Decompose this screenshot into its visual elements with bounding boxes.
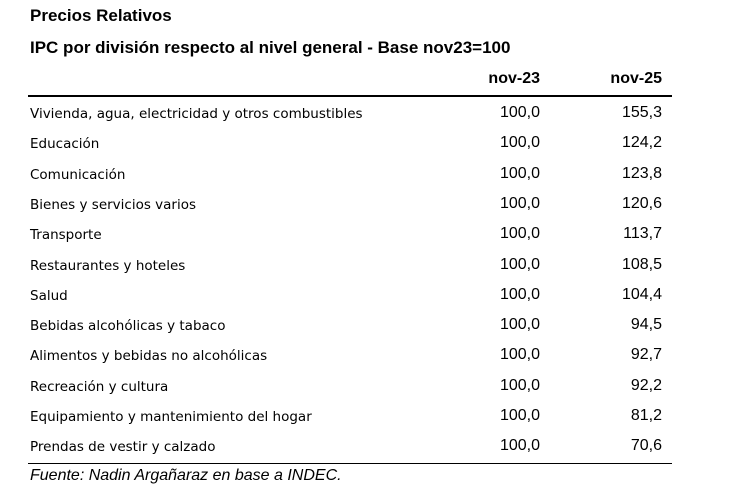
cell-value: 100,0 bbox=[499, 285, 540, 303]
cell-value: 100,0 bbox=[499, 316, 540, 334]
cell-value: 100,0 bbox=[499, 255, 540, 273]
cell-value: 92,7 bbox=[630, 346, 662, 364]
cell-value: 100,0 bbox=[499, 376, 540, 394]
cell-value: 100,0 bbox=[499, 437, 540, 455]
cell-value: 155,3 bbox=[621, 104, 662, 121]
cell-value: 124,2 bbox=[621, 134, 662, 152]
title: Precios Relativos bbox=[30, 6, 172, 25]
cell-value: 100,0 bbox=[499, 134, 540, 152]
row-label: Recreación y cultura bbox=[30, 378, 169, 395]
cell-value: 92,2 bbox=[630, 376, 662, 394]
row-label: Bebidas alcohólicas y tabaco bbox=[30, 318, 226, 335]
cell-value: 100,0 bbox=[499, 194, 540, 212]
row-label: Restaurantes y hoteles bbox=[30, 257, 186, 274]
cell-value: 104,4 bbox=[621, 285, 662, 303]
row-label: Equipamiento y mantenimiento del hogar bbox=[30, 409, 312, 425]
cell-value: 94,5 bbox=[630, 316, 662, 334]
cell-value: 100,0 bbox=[499, 407, 540, 424]
row-label: Alimentos y bebidas no alcohólicas bbox=[30, 348, 268, 365]
bottom-rule bbox=[28, 463, 672, 464]
cell-value: 108,5 bbox=[621, 255, 662, 273]
cell-value: 100,0 bbox=[499, 164, 540, 182]
cell-value: 100,0 bbox=[499, 225, 540, 243]
row-label: Bienes y servicios varios bbox=[30, 196, 197, 213]
cell-value: 120,6 bbox=[621, 194, 662, 212]
row-label: Vivienda, agua, electricidad y otros com… bbox=[30, 106, 363, 122]
column-header: nov-25 bbox=[610, 70, 662, 87]
row-label: Salud bbox=[30, 287, 68, 304]
subtitle: IPC por división respecto al nivel gener… bbox=[30, 38, 511, 57]
cell-value: 123,8 bbox=[621, 164, 662, 182]
cell-value: 113,7 bbox=[623, 225, 662, 243]
cell-value: 81,2 bbox=[630, 407, 662, 424]
source-note: Fuente: Nadin Argañaraz en base a INDEC. bbox=[30, 467, 342, 484]
cell-value: 70,6 bbox=[630, 437, 662, 455]
row-label: Educación bbox=[30, 136, 100, 153]
row-label: Transporte bbox=[30, 227, 102, 244]
header-rule bbox=[28, 95, 672, 97]
cell-value: 100,0 bbox=[499, 104, 540, 121]
row-label: Prendas de vestir y calzado bbox=[30, 439, 216, 456]
cell-value: 100,0 bbox=[499, 346, 540, 364]
column-header: nov-23 bbox=[488, 70, 540, 87]
row-label: Comunicación bbox=[30, 166, 126, 183]
